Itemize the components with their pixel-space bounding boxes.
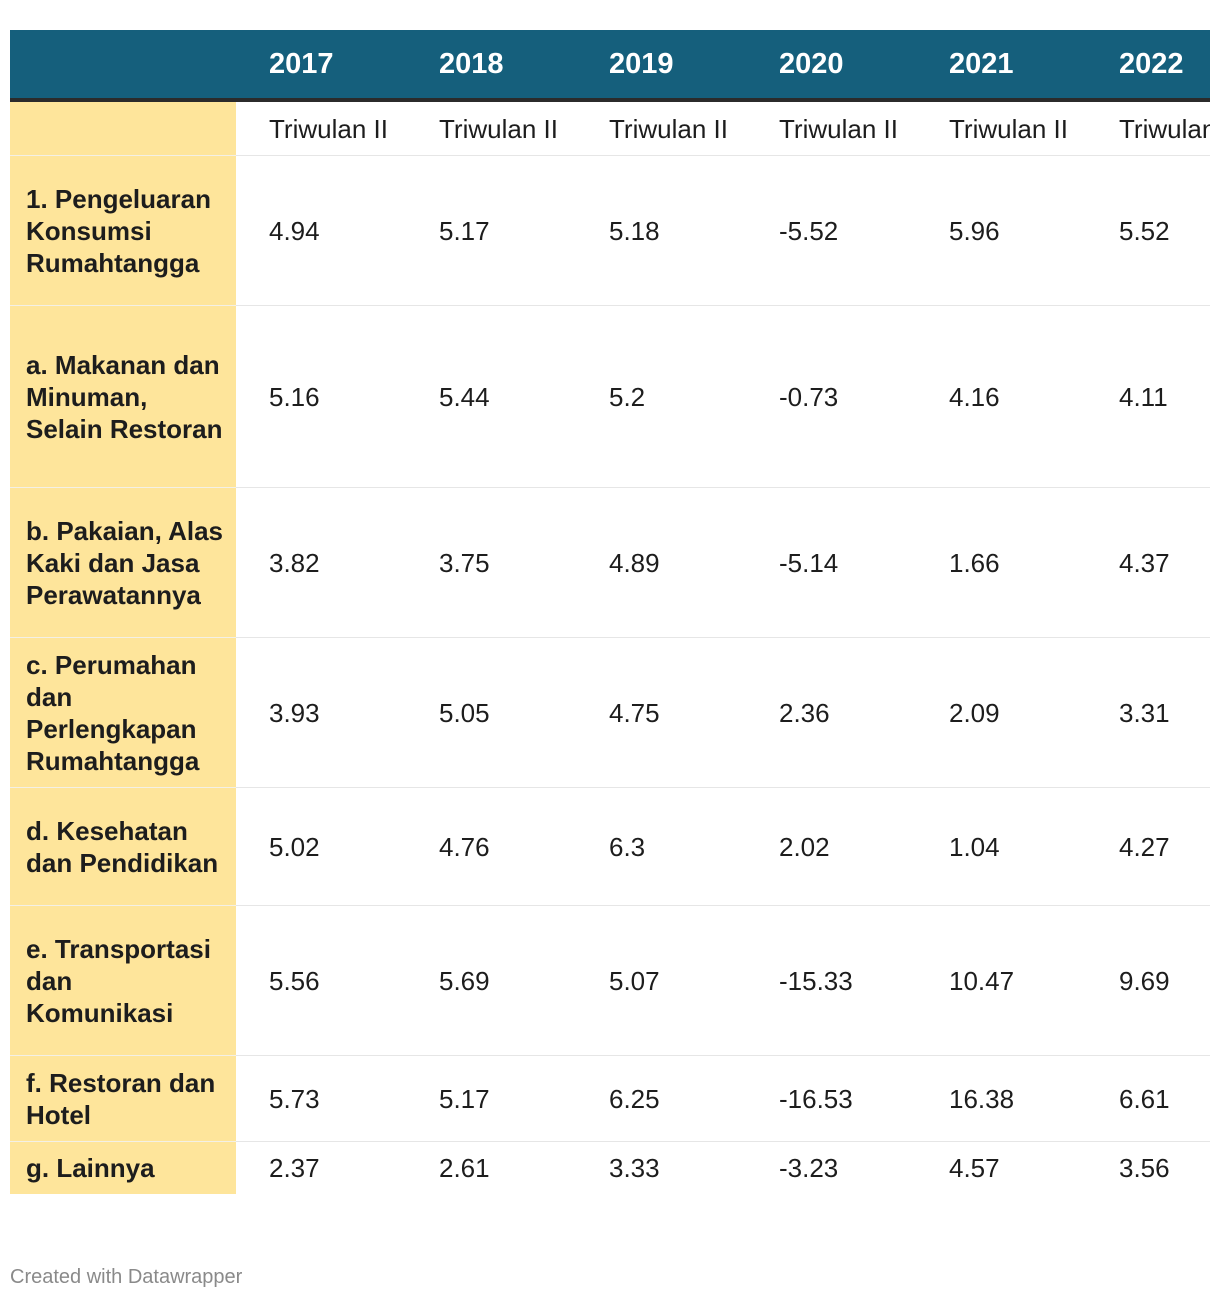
period-cell: Triwulan II bbox=[916, 100, 1086, 156]
value-cell: 2.36 bbox=[746, 637, 916, 788]
table-row: b. Pakaian, Alas Kaki dan Jasa Perawatan… bbox=[10, 487, 1210, 638]
value-cell: 4.16 bbox=[916, 305, 1086, 488]
year-header[interactable]: 2017 bbox=[236, 30, 406, 102]
datawrapper-credit[interactable]: Created with Datawrapper bbox=[10, 1266, 243, 1288]
period-row: Triwulan II Triwulan II Triwulan II Triw… bbox=[10, 100, 1210, 156]
value-cell: 2.37 bbox=[269, 1153, 320, 1183]
value-cell: 4.76 bbox=[406, 787, 576, 906]
value-cell: 3.93 bbox=[236, 637, 406, 788]
year-header-row: 2017 2018 2019 2020 2021 2022 bbox=[10, 30, 1210, 102]
value-cell: -16.53 bbox=[746, 1055, 916, 1142]
value-cell: 5.17 bbox=[406, 1055, 576, 1142]
value-cell: 4.89 bbox=[576, 487, 746, 638]
value-cell: 16.38 bbox=[916, 1055, 1086, 1142]
data-table-wrapper: 2017 2018 2019 2020 2021 2022 Triwulan I… bbox=[10, 30, 1210, 1194]
value-cell: 2.61 bbox=[439, 1153, 490, 1183]
table-row: c. Perumahan dan Perlengkapan Rumahtangg… bbox=[10, 637, 1210, 788]
value-cell: -5.14 bbox=[746, 487, 916, 638]
header-corner-cell bbox=[10, 30, 236, 102]
value-cell: 4.37 bbox=[1086, 487, 1210, 638]
value-cell: 5.69 bbox=[406, 905, 576, 1056]
value-cell: 3.82 bbox=[236, 487, 406, 638]
value-cell: 6.61 bbox=[1086, 1055, 1210, 1142]
table-row: d. Kesehatan dan Pendidikan 5.02 4.76 6.3 2.… bbox=[10, 787, 1210, 906]
period-cell: Triwulan II bbox=[1086, 100, 1210, 156]
value-cell: 5.17 bbox=[406, 155, 576, 306]
value-cell: 5.02 bbox=[236, 787, 406, 906]
table-body: Triwulan II Triwulan II Triwulan II Triw… bbox=[10, 100, 1210, 1194]
value-cell: -0.73 bbox=[746, 305, 916, 488]
value-cell: 3.56 bbox=[1119, 1153, 1170, 1183]
value-cell: 5.16 bbox=[236, 305, 406, 488]
value-cell: 5.96 bbox=[916, 155, 1086, 306]
table-row: e. Transportasi dan Komunikasi 5.56 5.69 5.… bbox=[10, 905, 1210, 1056]
value-cell: 5.73 bbox=[236, 1055, 406, 1142]
year-header[interactable]: 2020 bbox=[746, 30, 916, 102]
table-row: g. Lainnya 2.37 2.61 3.33 -3.23 4.57 3.56 bbox=[10, 1141, 1210, 1194]
row-label: 1. Pengeluaran Konsumsi Rumahtangga bbox=[10, 155, 236, 306]
value-cell: 1.04 bbox=[916, 787, 1086, 906]
year-header[interactable]: 2022 bbox=[1086, 30, 1210, 102]
value-cell: 5.52 bbox=[1086, 155, 1210, 306]
period-label-cell bbox=[10, 100, 236, 156]
value-cell: -3.23 bbox=[779, 1153, 839, 1183]
row-label: b. Pakaian, Alas Kaki dan Jasa Perawatan… bbox=[10, 487, 236, 638]
value-cell: 2.02 bbox=[746, 787, 916, 906]
value-cell: 5.2 bbox=[576, 305, 746, 488]
row-label: g. Lainnya bbox=[10, 1141, 236, 1194]
year-header[interactable]: 2021 bbox=[916, 30, 1086, 102]
value-cell: 3.31 bbox=[1086, 637, 1210, 788]
value-cell: 6.3 bbox=[576, 787, 746, 906]
year-header[interactable]: 2018 bbox=[406, 30, 576, 102]
value-cell: 4.75 bbox=[576, 637, 746, 788]
table-row: f. Restoran dan Hotel 5.73 5.17 6.25 -16.53 1… bbox=[10, 1055, 1210, 1142]
value-cell: 3.75 bbox=[406, 487, 576, 638]
period-cell: Triwulan II bbox=[576, 100, 746, 156]
value-cell: -15.33 bbox=[746, 905, 916, 1056]
value-cell: 3.33 bbox=[609, 1153, 660, 1183]
period-cell: Triwulan II bbox=[406, 100, 576, 156]
value-cell: 1.66 bbox=[916, 487, 1086, 638]
value-cell: 5.56 bbox=[236, 905, 406, 1056]
value-cell: 4.27 bbox=[1086, 787, 1210, 906]
value-cell: 5.05 bbox=[406, 637, 576, 788]
table-row: a. Makanan dan Minuman, Selain Restoran 5… bbox=[10, 305, 1210, 488]
period-cell: Triwulan II bbox=[236, 100, 406, 156]
row-label: e. Transportasi dan Komunikasi bbox=[10, 905, 236, 1056]
value-cell: 2.09 bbox=[916, 637, 1086, 788]
value-cell: 5.44 bbox=[406, 305, 576, 488]
row-label: a. Makanan dan Minuman, Selain Restoran bbox=[10, 305, 236, 488]
value-cell: 4.94 bbox=[236, 155, 406, 306]
value-cell: 4.11 bbox=[1086, 305, 1210, 488]
row-label: f. Restoran dan Hotel bbox=[10, 1055, 236, 1142]
period-cell: Triwulan II bbox=[746, 100, 916, 156]
data-table: 2017 2018 2019 2020 2021 2022 Triwulan I… bbox=[10, 30, 1210, 1194]
value-cell: 10.47 bbox=[916, 905, 1086, 1056]
value-cell: 4.57 bbox=[949, 1153, 1000, 1183]
value-cell: 6.25 bbox=[576, 1055, 746, 1142]
row-label: c. Perumahan dan Perlengkapan Rumahtangg… bbox=[10, 637, 236, 788]
value-cell: 9.69 bbox=[1086, 905, 1210, 1056]
value-cell: -5.52 bbox=[746, 155, 916, 306]
table-row: 1. Pengeluaran Konsumsi Rumahtangga 4.94 5… bbox=[10, 155, 1210, 306]
row-label: d. Kesehatan dan Pendidikan bbox=[10, 787, 236, 906]
value-cell: 5.07 bbox=[576, 905, 746, 1056]
value-cell: 5.18 bbox=[576, 155, 746, 306]
year-header[interactable]: 2019 bbox=[576, 30, 746, 102]
